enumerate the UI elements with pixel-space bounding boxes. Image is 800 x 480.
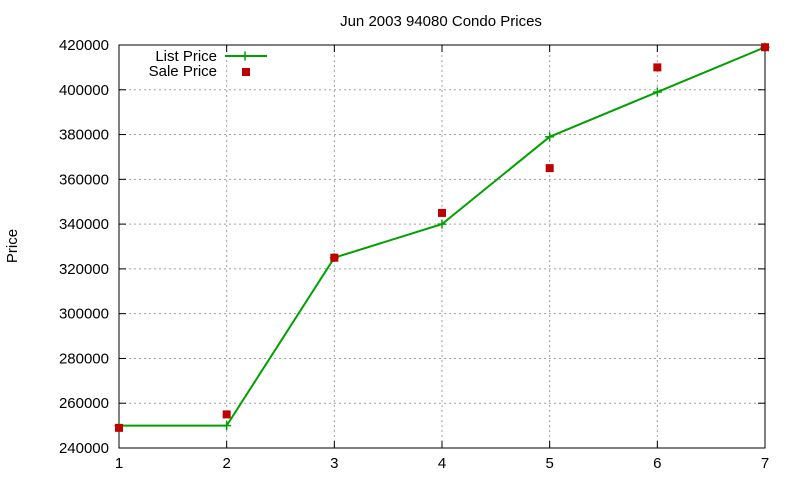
legend: List Price Sale Price bbox=[149, 48, 267, 80]
sale-price-point bbox=[761, 43, 769, 52]
y-tick-label: 300000 bbox=[59, 306, 109, 323]
x-tick-label: 1 bbox=[115, 455, 123, 472]
y-tick-label: 380000 bbox=[59, 127, 109, 144]
y-tick-label: 280000 bbox=[59, 350, 109, 367]
x-tick-label: 7 bbox=[761, 455, 769, 472]
x-tick-labels: 1 2 3 4 5 6 7 bbox=[115, 455, 769, 472]
sale-price-point bbox=[653, 63, 662, 72]
y-tick-label: 400000 bbox=[59, 82, 109, 99]
x-tick-label: 2 bbox=[222, 455, 230, 472]
plot-frame bbox=[118, 44, 766, 449]
list-price-point bbox=[437, 219, 447, 229]
list-price-point bbox=[652, 87, 662, 97]
x-tick-label: 3 bbox=[330, 455, 338, 472]
legend-marker-sale-price bbox=[242, 68, 250, 76]
legend-label-sale-price: Sale Price bbox=[149, 63, 217, 80]
list-price-point bbox=[545, 132, 555, 142]
x-tick-label: 6 bbox=[653, 455, 661, 472]
y-tick-label: 260000 bbox=[59, 395, 109, 412]
grid bbox=[119, 45, 765, 448]
list-price-point bbox=[222, 421, 232, 431]
y-tick-label: 240000 bbox=[59, 440, 109, 457]
legend-plus-marker bbox=[240, 51, 250, 61]
y-tick-label: 420000 bbox=[59, 37, 109, 54]
x-tick-label: 5 bbox=[545, 455, 553, 472]
y-axis-label: Price bbox=[4, 229, 21, 263]
y-tick-labels: 240000 260000 280000 300000 320000 340000 3600… bbox=[59, 37, 109, 457]
chart-title: Jun 2003 94080 Condo Prices bbox=[340, 13, 542, 30]
legend-marker-list-price bbox=[240, 51, 250, 61]
legend-label-list-price: List Price bbox=[155, 48, 217, 65]
sale-price-point bbox=[115, 423, 123, 432]
sale-price-point bbox=[222, 410, 231, 419]
y-tick-label: 320000 bbox=[59, 261, 109, 278]
sale-price-point bbox=[545, 164, 554, 173]
y-tick-label: 340000 bbox=[59, 216, 109, 233]
series-layer bbox=[114, 42, 770, 432]
sale-price-point bbox=[438, 208, 446, 217]
sale-price-point bbox=[330, 253, 339, 262]
y-tick-label: 360000 bbox=[59, 171, 109, 188]
x-tick-label: 4 bbox=[438, 455, 446, 472]
